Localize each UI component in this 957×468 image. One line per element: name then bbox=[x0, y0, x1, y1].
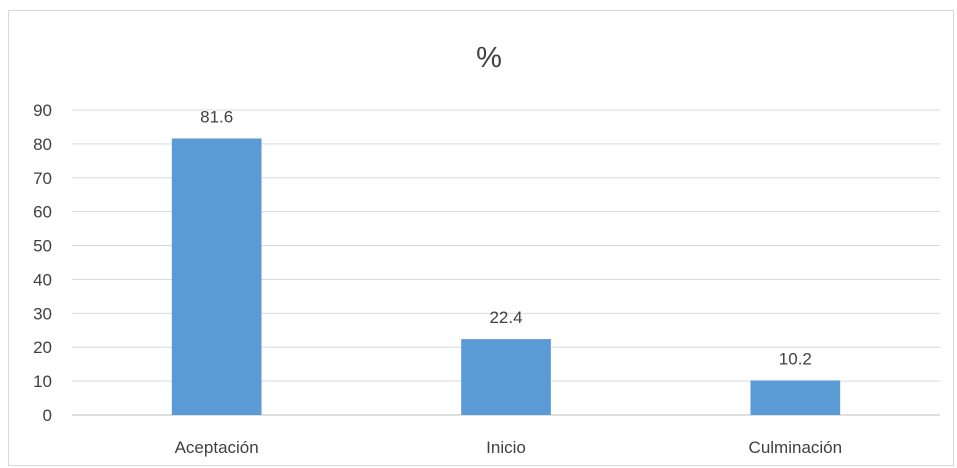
y-tick-label: 0 bbox=[43, 406, 52, 425]
y-tick-label: 60 bbox=[33, 203, 52, 222]
category-label: Inicio bbox=[486, 438, 526, 457]
y-tick-label: 30 bbox=[33, 304, 52, 323]
data-label: 22.4 bbox=[489, 308, 522, 327]
y-tick-label: 50 bbox=[33, 237, 52, 256]
chart-title: % bbox=[476, 42, 502, 74]
y-tick-label: 10 bbox=[33, 372, 52, 391]
bar-aceptación bbox=[171, 138, 262, 415]
data-label: 81.6 bbox=[200, 107, 233, 126]
bar-culminación bbox=[750, 380, 841, 415]
category-label: Culminación bbox=[749, 438, 843, 457]
data-labels: 81.6 22.4 10.2 bbox=[200, 107, 812, 368]
y-tick-label: 20 bbox=[33, 338, 52, 357]
y-tick-label: 90 bbox=[33, 101, 52, 120]
bars bbox=[171, 138, 841, 415]
x-axis-categories: Aceptación Inicio Culminación bbox=[175, 438, 843, 457]
data-label: 10.2 bbox=[779, 349, 812, 368]
y-tick-label: 70 bbox=[33, 169, 52, 188]
y-axis-ticks: 0 10 20 30 40 50 60 70 80 90 bbox=[33, 101, 52, 425]
bar-inicio bbox=[461, 339, 551, 415]
category-label: Aceptación bbox=[175, 438, 259, 457]
y-tick-label: 40 bbox=[33, 270, 52, 289]
y-tick-label: 80 bbox=[33, 135, 52, 154]
